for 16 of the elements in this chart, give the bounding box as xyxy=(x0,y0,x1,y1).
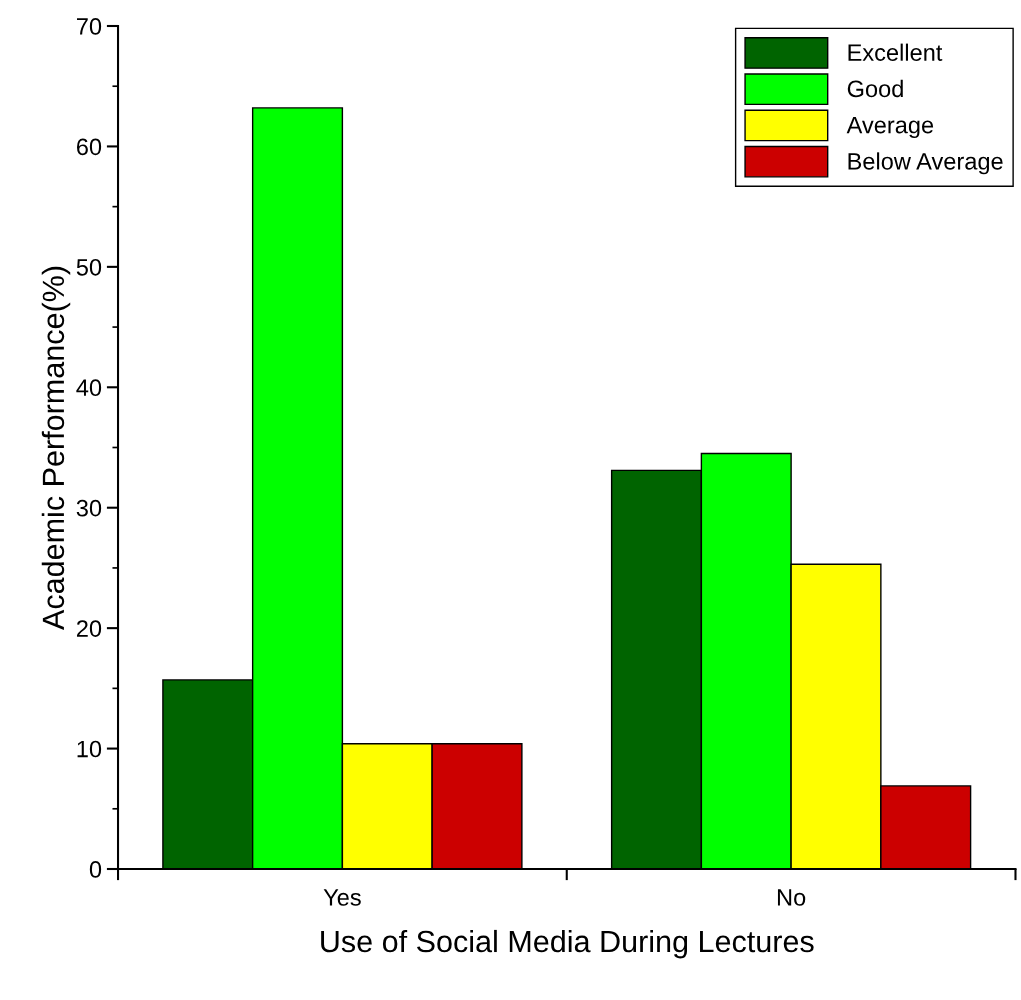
x-axis-title: Use of Social Media During Lectures xyxy=(321,929,814,959)
y-tick-label: 30 xyxy=(76,499,102,517)
y-axis-title: Academic Performance(%) xyxy=(41,266,71,630)
y-tick-label: 20 xyxy=(76,620,102,637)
x-tick-label: Yes xyxy=(323,889,361,906)
legend-label: Average xyxy=(846,116,934,139)
y-tick-label: 50 xyxy=(76,258,102,276)
y-tick-label: 0 xyxy=(89,861,102,878)
y-tick-label: 60 xyxy=(76,138,102,156)
x-tick-label: No xyxy=(777,889,806,906)
legend-label: Excellent xyxy=(848,43,943,61)
y-tick-label: 10 xyxy=(77,740,102,758)
y-tick-label: 40 xyxy=(76,379,102,397)
legend-label: Good xyxy=(847,79,903,98)
y-tick-label: 70 xyxy=(77,18,102,35)
legend-label: Below Average xyxy=(848,152,1003,175)
